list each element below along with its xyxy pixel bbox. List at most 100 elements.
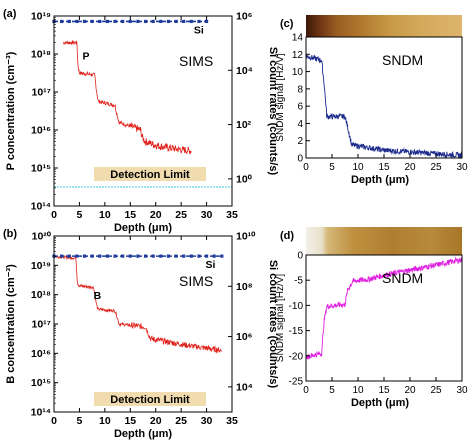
y-tick-label: 10²⁰ [32, 231, 52, 243]
x-tick-label: 20 [150, 209, 162, 221]
si-marker [121, 254, 125, 258]
detection-limit-box [94, 167, 206, 181]
x-tick-label: 10 [99, 415, 111, 427]
y-tick-label: -10 [289, 301, 304, 312]
si-marker [136, 19, 140, 24]
si-annotation: Si [206, 259, 216, 271]
panel-label: (b) [3, 228, 17, 240]
x-tick-label: 10 [99, 209, 111, 221]
sndm-panel-c: 0 5 10 15 20 25 30 0 2 4 6 8 10 12 14 Depth (μm) SNDM si… [275, 15, 468, 186]
y-tick-label: 12 [292, 50, 304, 61]
y-tick-label: 4 [297, 119, 303, 130]
sims-label: SIMS [179, 273, 213, 289]
y2-tick-label: 10⁴ [236, 381, 253, 393]
y-tick-label: 10 [292, 67, 304, 78]
y-tick-label: 0 [297, 154, 303, 165]
sims-panel-b: Detection Limit 0 5 10 15 20 25 30 35 10¹⁴ 10¹⁵ 10¹… [3, 228, 279, 440]
si-marker [105, 19, 109, 24]
y-axis-label: B concentration (cm⁻³) [5, 264, 17, 384]
y2-axis-label: Si count rates (counts/s) [267, 47, 279, 176]
y2-tick-label: 10² [236, 119, 252, 131]
si-marker [151, 254, 155, 258]
x-tick-label: 0 [51, 209, 57, 221]
y-tick-label: 14 [292, 33, 304, 44]
x-tick-label: 5 [329, 385, 335, 396]
sims-label: SIMS [179, 53, 213, 69]
y-tick-label: 10¹⁷ [31, 319, 51, 331]
x-axis-label: Depth (μm) [351, 174, 409, 186]
si-marker [204, 254, 209, 258]
y2-tick-label: 10⁶ [236, 11, 253, 23]
si-marker [121, 19, 125, 24]
si-marker [67, 254, 71, 258]
y-axis-label: SNDM signal [Hz/V] [275, 53, 286, 142]
y-tick-label: 10¹⁴ [31, 407, 51, 419]
si-marker [159, 254, 163, 258]
y-tick-label: 10¹⁵ [31, 377, 51, 389]
x-tick-label: 30 [456, 162, 468, 173]
si-marker [75, 19, 79, 24]
sndm-label: SNDM [382, 270, 423, 286]
y2-axis-label: Si count rates (counts/s) [267, 260, 279, 389]
y-tick-label: 0 [297, 251, 303, 262]
x-tick-label: 5 [77, 209, 83, 221]
panel-label: (a) [3, 8, 17, 20]
dopant-profile-line [55, 254, 222, 354]
si-marker [75, 254, 79, 258]
y-tick-label: 10¹⁹ [31, 11, 51, 23]
x-tick-label: 25 [175, 415, 187, 427]
si-marker [60, 19, 64, 24]
si-marker [212, 254, 216, 258]
si-marker [189, 19, 193, 24]
x-tick-label: 15 [378, 385, 390, 396]
sndm-image-strip [306, 227, 462, 255]
si-marker [98, 19, 102, 24]
y2-tick-label: 10⁸ [236, 281, 253, 293]
si-marker [143, 19, 148, 24]
plot-frame [53, 15, 233, 207]
y-tick-label: 10¹⁶ [31, 348, 51, 360]
si-marker [143, 254, 148, 258]
si-marker [182, 254, 186, 258]
si-marker [151, 19, 155, 24]
x-tick-label: 10 [352, 162, 364, 173]
si-marker [166, 19, 171, 24]
sndm-signal-line [305, 54, 463, 160]
x-tick-label: 5 [329, 162, 335, 173]
y-tick-label: 2 [297, 136, 303, 147]
x-tick-label: 15 [378, 162, 390, 173]
y2-tick-label: 10⁶ [236, 331, 253, 343]
sims-panel-a: Detection Limit 0 5 10 15 20 25 30 35 10¹⁴ 10¹⁵ 10¹… [3, 8, 279, 234]
sndm-panel-d: 0 5 10 15 20 25 30 -25 -20 -15 -10 -5 0 Depth (μm) SND… [275, 227, 468, 409]
x-tick-label: 5 [77, 415, 83, 427]
y2-tick-label: 10⁰ [236, 173, 253, 185]
y-tick-label: 10¹⁴ [31, 201, 51, 213]
si-marker [105, 254, 109, 258]
y-tick-label: -15 [289, 326, 304, 337]
si-marker [60, 254, 64, 258]
si-marker [189, 254, 193, 258]
si-marker [197, 19, 201, 24]
sndm-image-strip [306, 15, 462, 37]
sndm-label: SNDM [382, 52, 423, 68]
x-tick-label: 20 [404, 162, 416, 173]
y2-tick-label: 10⁴ [236, 65, 253, 77]
y-tick-label: 8 [297, 84, 303, 95]
si-marker [174, 254, 178, 258]
x-tick-label: 35 [226, 415, 238, 427]
si-marker [136, 254, 140, 258]
x-axis-label: Depth (μm) [351, 397, 409, 409]
si-marker [113, 19, 117, 24]
si-marker [82, 254, 87, 258]
detection-limit-label: Detection Limit [110, 169, 190, 181]
panel-label: (c) [280, 18, 294, 30]
si-marker [82, 19, 87, 24]
x-tick-label: 30 [201, 415, 213, 427]
y-tick-label: -20 [289, 351, 304, 362]
x-tick-label: 30 [456, 385, 468, 396]
detection-limit-box [94, 392, 206, 406]
x-axis-label: Depth (μm) [114, 428, 172, 440]
si-marker [174, 19, 178, 24]
x-tick-label: 15 [124, 209, 136, 221]
